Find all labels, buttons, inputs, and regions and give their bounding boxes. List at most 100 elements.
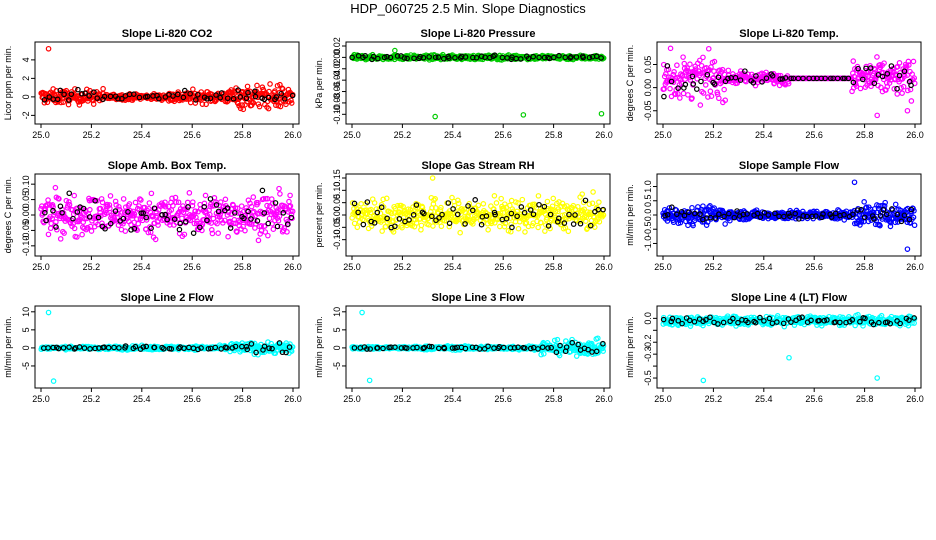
reference-point — [894, 211, 901, 218]
reference-point — [580, 54, 586, 61]
y-tick-label: -0.2 — [643, 334, 653, 350]
reference-point — [452, 54, 458, 61]
x-tick-label: 25.4 — [755, 394, 773, 404]
reference-point — [476, 346, 483, 352]
reference-point — [462, 54, 469, 60]
panel-title: Slope Gas Stream RH — [421, 160, 534, 172]
reference-point — [906, 216, 913, 223]
reference-point — [742, 68, 748, 74]
series-point — [192, 100, 199, 106]
reference-point — [45, 345, 51, 351]
reference-point — [782, 75, 789, 81]
x-tick-label: 25.6 — [494, 394, 512, 404]
series-point — [432, 196, 438, 202]
reference-point — [725, 75, 731, 82]
reference-point — [521, 209, 528, 216]
series-point — [541, 351, 547, 357]
series-point — [201, 200, 208, 207]
y-tick-label: 4 — [21, 57, 31, 62]
reference-point — [556, 215, 562, 222]
y-tick-label: 0 — [21, 345, 31, 350]
reference-point — [492, 52, 498, 59]
reference-point — [586, 54, 593, 61]
reference-point — [664, 212, 671, 218]
series-point — [677, 219, 684, 226]
reference-point — [888, 63, 895, 69]
series-point — [700, 54, 706, 61]
reference-point — [690, 81, 697, 87]
reference-point — [861, 214, 868, 221]
series-point — [596, 219, 603, 225]
series-point — [485, 227, 491, 233]
series-point — [850, 58, 857, 64]
series-point — [908, 98, 915, 104]
series-point — [66, 199, 72, 205]
reference-point — [212, 344, 219, 351]
series-point — [147, 224, 153, 230]
series-point — [79, 231, 85, 238]
series-point — [242, 227, 248, 234]
y-tick-label: 0 — [21, 94, 31, 99]
reference-point — [731, 214, 738, 221]
series-point — [368, 206, 374, 213]
y-axis-label: ml/min per min. — [314, 316, 324, 378]
reference-point — [162, 211, 169, 218]
reference-point — [867, 65, 874, 71]
panel-title: Slope Li-820 Pressure — [421, 28, 536, 40]
reference-point — [765, 212, 772, 218]
reference-point — [712, 215, 719, 221]
y-axis-label: degrees C per min. — [625, 45, 635, 122]
reference-point — [692, 210, 698, 217]
series-point — [507, 202, 513, 209]
y-tick-label: -0.3 — [643, 346, 653, 362]
reference-point — [465, 203, 471, 209]
reference-point — [428, 213, 435, 220]
series-point — [107, 205, 113, 212]
series-point — [689, 95, 695, 101]
series-point — [71, 192, 78, 199]
series-point — [282, 98, 289, 105]
series-point — [135, 220, 142, 227]
reference-point — [394, 53, 401, 59]
reference-point — [245, 89, 251, 96]
reference-point — [101, 93, 108, 100]
series-point — [184, 199, 191, 206]
reference-point — [777, 76, 783, 82]
reference-point — [908, 206, 915, 213]
series-point — [276, 213, 283, 220]
series-point — [418, 222, 425, 229]
x-tick-label: 25.4 — [444, 262, 462, 272]
reference-point — [414, 344, 420, 351]
reference-point — [227, 225, 234, 231]
x-tick-label: 26.0 — [595, 130, 613, 140]
reference-point — [822, 75, 828, 82]
reference-point — [716, 211, 722, 218]
reference-point — [92, 345, 98, 352]
reference-point — [517, 56, 524, 62]
series-point — [705, 94, 711, 100]
reference-point — [429, 343, 435, 350]
reference-point — [858, 206, 864, 213]
reference-point — [218, 90, 225, 96]
series-point — [173, 199, 179, 205]
reference-point — [132, 343, 139, 350]
reference-point — [527, 207, 534, 213]
reference-point — [750, 79, 757, 86]
reference-point — [796, 216, 802, 222]
series-point — [218, 217, 225, 223]
x-tick-label: 25.0 — [32, 394, 50, 404]
series-point — [116, 203, 122, 210]
reference-point — [413, 202, 420, 208]
series-point — [71, 225, 78, 232]
reference-point — [252, 88, 258, 94]
series-point — [122, 228, 129, 234]
reference-point — [92, 197, 98, 204]
reference-point — [850, 79, 857, 86]
y-axis-label: Licor ppm per min. — [3, 46, 13, 121]
reference-point — [788, 75, 794, 82]
reference-point — [278, 90, 284, 97]
reference-point — [792, 210, 798, 217]
series-point — [134, 216, 140, 222]
series-point — [248, 203, 255, 210]
